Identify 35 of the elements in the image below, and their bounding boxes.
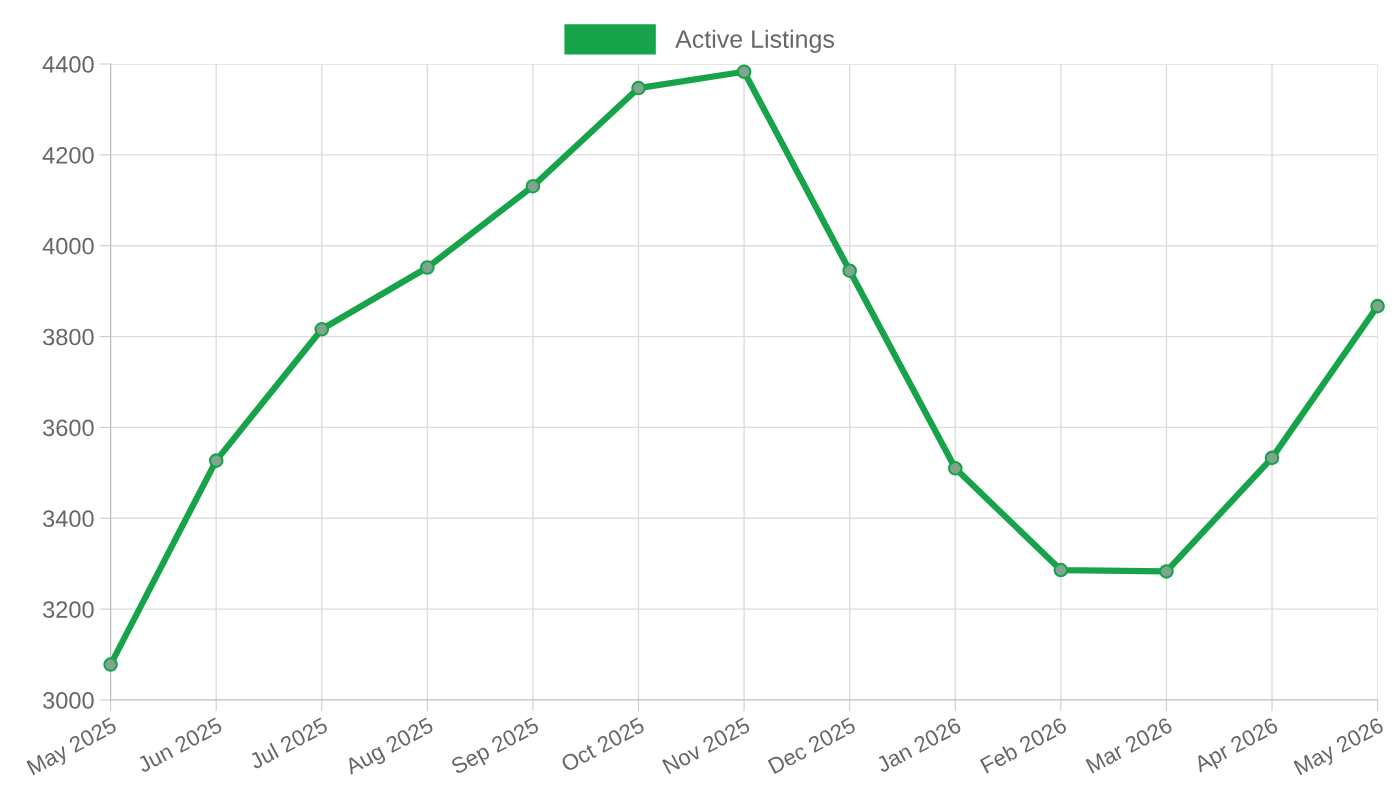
y-tick-label: 4200 [42,146,94,164]
x-tick-label: Oct 2025 [560,716,646,773]
x-tick-label: Feb 2026 [979,716,1068,774]
y-tick-label: 3600 [43,419,94,437]
point [947,461,963,476]
point [1370,298,1385,314]
x-tick-label: Mar 2026 [1085,716,1174,774]
y-tick-label: 3200 [43,601,94,618]
x-tick-label: May 2026 [1293,716,1387,780]
y-tick-label: 3400 [43,510,94,528]
y-tick-label: 4000 [42,237,94,255]
x-tick-label: Apr 2026 [1192,716,1281,777]
x-tick-label: Dec 2025 [767,716,857,775]
x-tick-label: Nov 2025 [662,716,751,775]
x-tick-label: Jul 2025 [247,716,329,770]
point [736,64,752,80]
point [1053,562,1069,578]
point [631,80,646,96]
point [1159,564,1174,579]
point [1264,450,1280,466]
y-tick-label: 3000 [43,692,94,709]
point [420,260,435,275]
x-tick-label: Sep 2025 [450,716,542,779]
point [525,178,541,194]
x-tick-label: Aug 2025 [343,716,437,779]
point [314,322,330,337]
x-tick-label: Jan 2026 [875,716,963,774]
y-tick-label: 4400 [42,56,94,73]
point [208,453,224,468]
point [103,657,118,672]
y-tick-label: 3800 [43,328,94,346]
x-tick-label: Jun 2025 [136,716,224,774]
point [842,263,857,278]
legend-label: Active Listings [675,29,834,53]
x-tick-label: May 2025 [26,716,120,780]
